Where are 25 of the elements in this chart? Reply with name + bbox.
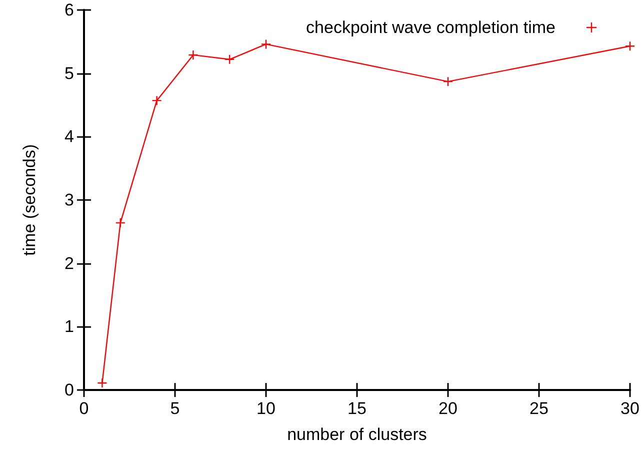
y-tick-label: 2 — [64, 254, 74, 273]
legend-label: checkpoint wave completion time — [306, 18, 556, 37]
point — [188, 50, 198, 60]
y-tick-label: 5 — [64, 64, 74, 83]
point — [224, 54, 235, 64]
y-tick-label: 4 — [64, 127, 74, 146]
y-tick-label: 1 — [64, 317, 74, 336]
x-tick-label: 30 — [620, 399, 640, 418]
x-tick-label: 20 — [438, 399, 458, 418]
x-tick-label: 5 — [170, 399, 180, 418]
point — [97, 378, 108, 388]
y-tick-label: 0 — [64, 380, 74, 400]
point — [152, 95, 162, 106]
point — [624, 41, 636, 52]
x-tick-label: 10 — [256, 399, 276, 418]
point — [260, 39, 272, 50]
y-axis-title: time (seconds) — [20, 144, 39, 256]
x-tick-label: 15 — [348, 399, 366, 418]
y-tick-label: 3 — [64, 190, 74, 210]
x-tick-label: 0 — [79, 399, 89, 418]
y-tick-label: 6 — [64, 0, 74, 20]
point — [442, 76, 454, 87]
x-axis-title: number of clusters — [287, 425, 427, 444]
point — [115, 218, 126, 228]
x-tick-label: 25 — [530, 399, 548, 418]
